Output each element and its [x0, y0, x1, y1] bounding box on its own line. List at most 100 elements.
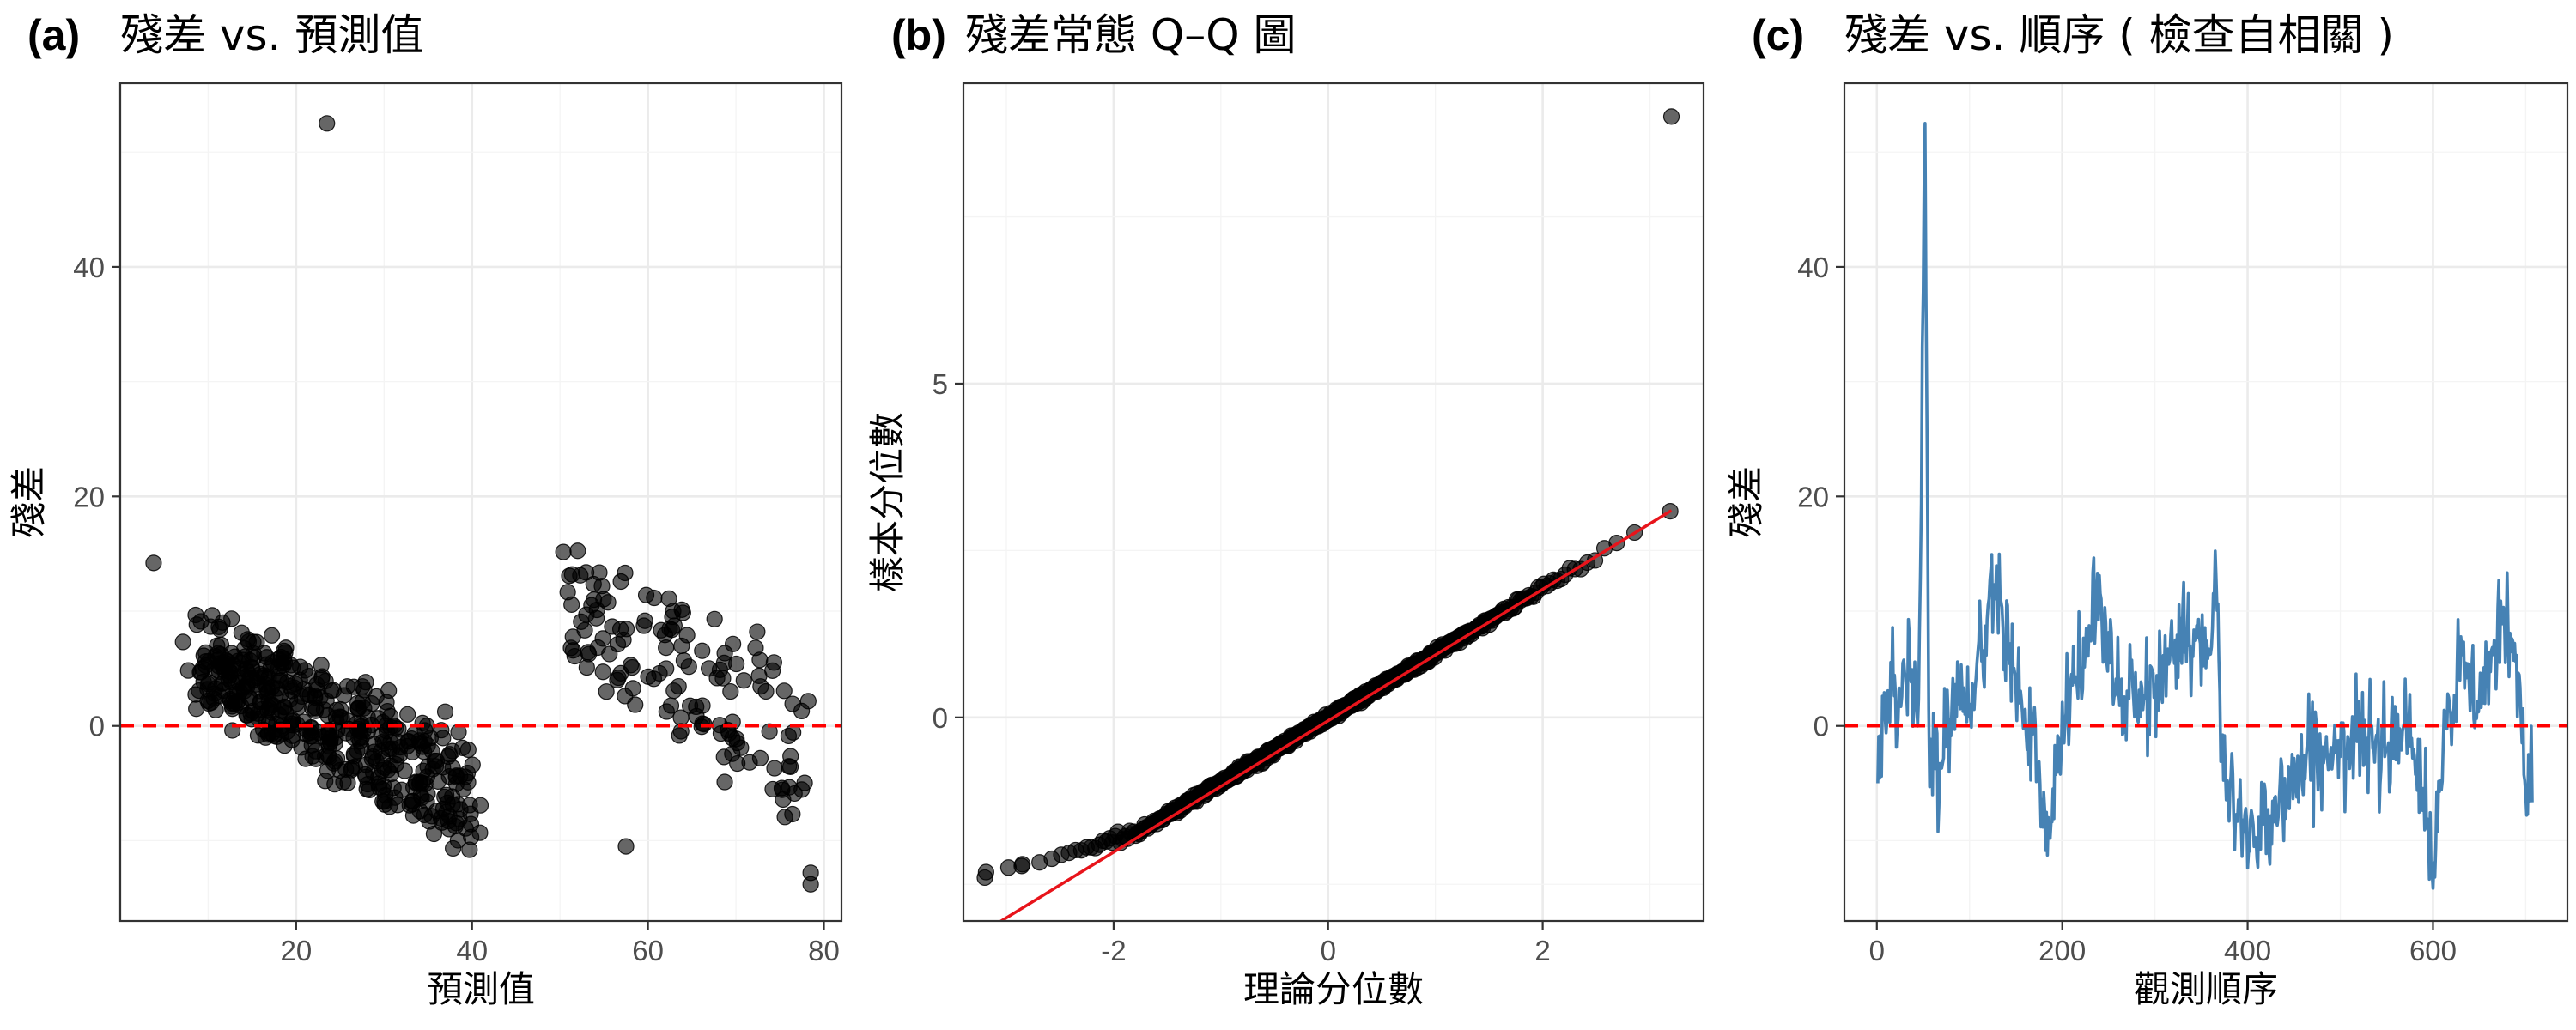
data-point [578, 659, 595, 676]
panel-border [1843, 82, 2569, 923]
qq-point [1662, 108, 1680, 125]
data-point [617, 564, 634, 582]
panel-tag: (a) [27, 11, 80, 59]
data-point [264, 696, 282, 714]
x-tick-label: 60 [632, 935, 664, 966]
panel-title: 殘差 vs. 預測值 [120, 10, 423, 60]
data-point [593, 578, 611, 595]
data-point [660, 590, 677, 607]
grid-a [118, 83, 841, 921]
data-point [725, 635, 742, 652]
x-tick-label: 20 [281, 935, 313, 966]
data-point [387, 719, 404, 736]
data-point [400, 733, 417, 750]
data-point [376, 735, 393, 752]
data-point [354, 678, 371, 695]
data-point [766, 760, 783, 777]
data-point [708, 670, 726, 687]
data-point [706, 610, 723, 627]
data-point [257, 729, 274, 746]
x-axis-label: 預測值 [427, 968, 535, 1010]
data-point [555, 543, 572, 560]
data-point [376, 796, 393, 813]
grid-c [1844, 83, 2567, 921]
panel-title: 殘差常態 Q–Q 圖 [965, 10, 1297, 60]
data-point [749, 623, 766, 640]
y-tick-label: 20 [73, 481, 105, 512]
data-point [238, 706, 255, 724]
qq-point [999, 859, 1018, 876]
x-tick-label: 400 [2224, 935, 2271, 966]
plot-area-b [976, 108, 1680, 921]
grid-b [963, 83, 1704, 921]
data-point [793, 781, 811, 798]
x-tick-label: 0 [1321, 935, 1336, 966]
y-tick-label: 0 [1814, 711, 1829, 742]
plot-area-c [1844, 122, 2567, 890]
data-point [672, 709, 690, 726]
data-point [447, 815, 465, 832]
data-point [670, 677, 687, 695]
panel-border [118, 82, 843, 923]
panel-border [962, 82, 1705, 923]
data-point [211, 621, 228, 638]
data-point [780, 727, 798, 745]
data-point [277, 704, 295, 721]
data-point [416, 733, 433, 750]
y-tick-label: 0 [933, 702, 948, 734]
data-point [179, 662, 197, 679]
data-point [658, 703, 675, 720]
data-point [609, 635, 627, 653]
data-point [445, 839, 462, 857]
data-point [645, 670, 663, 688]
data-point [462, 805, 479, 822]
data-point [425, 825, 443, 843]
data-point [732, 739, 750, 756]
data-point [355, 700, 373, 717]
data-point [673, 637, 690, 655]
data-point [735, 672, 752, 689]
data-point [646, 589, 663, 607]
data-point [594, 663, 611, 681]
data-point [349, 715, 366, 732]
y-tick-label: 5 [933, 368, 948, 400]
data-point [317, 772, 334, 790]
data-point [622, 657, 640, 674]
data-point [589, 639, 606, 657]
data-point [207, 680, 224, 697]
data-point [617, 688, 634, 705]
data-point [588, 601, 605, 619]
x-tick-label: 200 [2038, 935, 2086, 966]
data-point [618, 621, 635, 638]
data-point [226, 694, 243, 712]
y-tick-label: 0 [89, 711, 105, 742]
data-point [343, 761, 360, 779]
data-point [564, 642, 582, 659]
data-point [464, 756, 481, 773]
data-point [598, 683, 615, 700]
data-point [322, 730, 339, 747]
data-point [694, 642, 711, 659]
x-axis-label: 觀測順序 [2134, 968, 2278, 1010]
data-point [326, 753, 343, 770]
plot-area-a [120, 115, 841, 893]
data-point [784, 695, 801, 712]
data-point [774, 781, 791, 798]
data-point [636, 612, 653, 629]
data-point [298, 725, 315, 742]
y-axis-label: 殘差 [8, 466, 50, 538]
panel-title: 殘差 vs. 順序 ( 檢查自相關 ) [1844, 10, 2394, 60]
data-point [415, 762, 432, 779]
data-point [775, 682, 793, 700]
panel-tag: (b) [891, 11, 946, 59]
data-point [209, 637, 226, 654]
data-point [436, 703, 454, 720]
data-point [764, 662, 781, 679]
data-point [444, 796, 461, 813]
data-point [376, 759, 393, 777]
data-point [207, 701, 224, 718]
qq-reference-line [998, 509, 1673, 921]
data-point [577, 564, 595, 581]
